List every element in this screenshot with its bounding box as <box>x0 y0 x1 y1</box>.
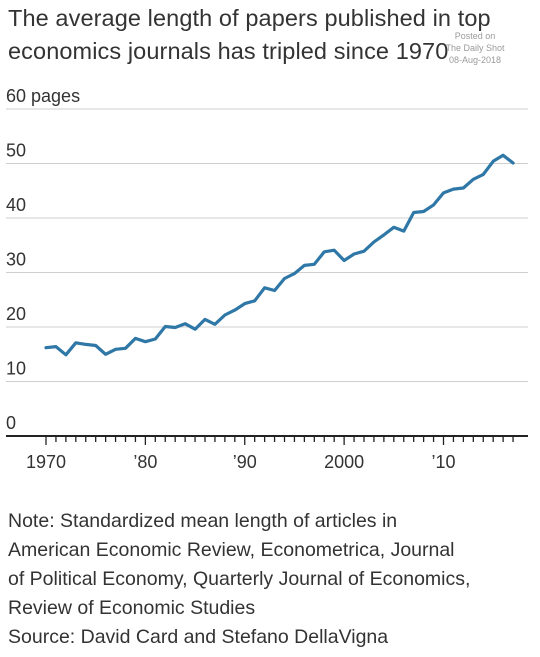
note-line-2: American Economic Review, Econometrica, … <box>8 539 455 561</box>
series-line <box>44 153 515 357</box>
watermark-line-1: Posted on <box>454 31 496 41</box>
x-tick-label: 1970 <box>26 452 66 472</box>
chart-title: The average length of papers published i… <box>8 5 491 64</box>
note-line-4: Review of Economic Studies <box>8 597 256 619</box>
y-tick-label: 20 <box>6 304 26 324</box>
x-tick-label: ’10 <box>431 452 455 472</box>
y-tick-label: 40 <box>6 195 26 215</box>
y-tick-label: 30 <box>6 250 26 270</box>
line-chart: 0 10 20 30 40 50 60 pages 1970 ’80 ’90 2000 ’10 <box>6 86 528 472</box>
x-tick-label: 2000 <box>324 452 364 472</box>
y-tick-label: 50 <box>6 141 26 161</box>
note-line-3: of Political Economy, Quarterly Journal … <box>8 568 471 590</box>
y-tick-label: 0 <box>6 413 16 433</box>
y-tick-label: 60 pages <box>6 86 80 106</box>
watermark-line-2: The Daily Shot <box>445 43 505 53</box>
x-tick-label: ’90 <box>233 452 257 472</box>
watermark-line-3: 08-Aug-2018 <box>448 55 502 65</box>
source-line: Source: David Card and Stefano DellaVign… <box>8 626 389 648</box>
chart-note: Note: Standardized mean length of articl… <box>8 507 536 652</box>
watermark: Posted on The Daily Shot 08-Aug-2018 <box>420 30 530 66</box>
x-tick-label: ’80 <box>133 452 157 472</box>
note-line-1: Note: Standardized mean length of articl… <box>8 510 398 532</box>
y-tick-label: 10 <box>6 359 26 379</box>
